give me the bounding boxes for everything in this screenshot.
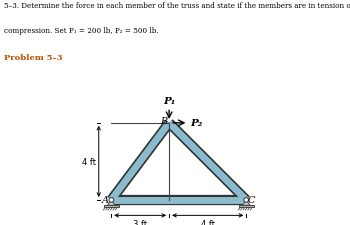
Text: 4 ft: 4 ft [201, 219, 215, 225]
Text: P₂: P₂ [190, 119, 203, 128]
Text: 3 ft: 3 ft [133, 219, 147, 225]
Text: 4 ft: 4 ft [82, 157, 96, 166]
Polygon shape [104, 205, 119, 207]
Polygon shape [242, 200, 250, 205]
Circle shape [244, 198, 248, 202]
Circle shape [109, 198, 114, 202]
Text: C: C [247, 196, 255, 205]
Text: B: B [160, 117, 167, 126]
Text: 5–3. Determine the force in each member of the truss and state if the members ar: 5–3. Determine the force in each member … [4, 2, 350, 10]
Text: Problem 5–3: Problem 5–3 [4, 54, 62, 62]
Text: P₁: P₁ [163, 97, 175, 106]
Text: compression. Set P₁ = 200 lb, P₂ = 500 lb.: compression. Set P₁ = 200 lb, P₂ = 500 l… [4, 27, 158, 35]
Polygon shape [239, 205, 253, 207]
Text: A: A [102, 196, 109, 205]
Polygon shape [107, 200, 115, 205]
